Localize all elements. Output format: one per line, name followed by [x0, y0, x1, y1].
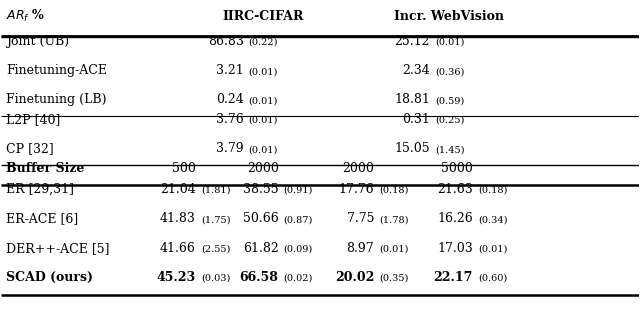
Text: (0.01): (0.01) — [248, 96, 278, 106]
Text: 41.83: 41.83 — [160, 212, 196, 225]
Text: 25.12: 25.12 — [394, 35, 430, 48]
Text: DER++-ACE [5]: DER++-ACE [5] — [6, 242, 109, 255]
Text: (0.25): (0.25) — [435, 116, 465, 125]
Text: 7.75: 7.75 — [347, 212, 374, 225]
Text: 50.66: 50.66 — [243, 212, 278, 225]
Text: CP [32]: CP [32] — [6, 142, 54, 155]
Text: ER-ACE [6]: ER-ACE [6] — [6, 212, 78, 225]
Text: 2.34: 2.34 — [402, 64, 430, 77]
Text: (0.59): (0.59) — [435, 96, 464, 106]
Text: (0.36): (0.36) — [435, 67, 465, 76]
Text: 20.02: 20.02 — [335, 271, 374, 284]
Text: 500: 500 — [172, 162, 196, 175]
Text: 21.63: 21.63 — [437, 183, 473, 196]
Text: (0.01): (0.01) — [248, 145, 278, 154]
Text: 5000: 5000 — [441, 162, 473, 175]
Text: (0.01): (0.01) — [248, 116, 278, 125]
Text: 66.58: 66.58 — [240, 271, 278, 284]
Text: 16.26: 16.26 — [437, 212, 473, 225]
Text: Finetuning-ACE: Finetuning-ACE — [6, 64, 107, 77]
Text: 17.03: 17.03 — [437, 242, 473, 255]
Text: (0.01): (0.01) — [435, 38, 465, 47]
Text: 38.55: 38.55 — [243, 183, 278, 196]
Text: 3.79: 3.79 — [216, 142, 244, 155]
Text: 41.66: 41.66 — [160, 242, 196, 255]
Text: IIRC-CIFAR: IIRC-CIFAR — [222, 10, 303, 23]
Text: 8.97: 8.97 — [346, 242, 374, 255]
Text: 2000: 2000 — [342, 162, 374, 175]
Text: (0.87): (0.87) — [284, 215, 313, 224]
Text: 22.17: 22.17 — [433, 271, 473, 284]
Text: 86.83: 86.83 — [207, 35, 244, 48]
Text: (0.60): (0.60) — [478, 274, 508, 283]
Text: (0.09): (0.09) — [284, 245, 313, 254]
Text: (0.91): (0.91) — [284, 186, 313, 195]
Text: (0.22): (0.22) — [248, 38, 278, 47]
Text: SCAD (ours): SCAD (ours) — [6, 271, 93, 284]
Text: 21.04: 21.04 — [160, 183, 196, 196]
Text: Incr. WebVision: Incr. WebVision — [394, 10, 504, 23]
Text: L2P [40]: L2P [40] — [6, 113, 60, 126]
Text: 45.23: 45.23 — [157, 271, 196, 284]
Text: 3.21: 3.21 — [216, 64, 244, 77]
Text: (0.01): (0.01) — [380, 245, 408, 254]
Text: 15.05: 15.05 — [394, 142, 430, 155]
Text: (1.81): (1.81) — [201, 186, 230, 195]
Text: (1.75): (1.75) — [201, 215, 230, 224]
Text: 18.81: 18.81 — [394, 93, 430, 107]
Text: Finetuning (LB): Finetuning (LB) — [6, 93, 106, 107]
Text: (0.01): (0.01) — [248, 67, 278, 76]
Text: $\mathit{AR_f}$ %: $\mathit{AR_f}$ % — [6, 8, 45, 24]
Text: (0.35): (0.35) — [380, 274, 408, 283]
Text: (2.55): (2.55) — [201, 245, 230, 254]
Text: (1.45): (1.45) — [435, 145, 465, 154]
Text: 0.31: 0.31 — [402, 113, 430, 126]
Text: (0.34): (0.34) — [478, 215, 508, 224]
Text: (1.78): (1.78) — [380, 215, 409, 224]
Text: 3.76: 3.76 — [216, 113, 244, 126]
Text: (0.02): (0.02) — [284, 274, 313, 283]
Text: (0.18): (0.18) — [478, 186, 508, 195]
Text: (0.01): (0.01) — [478, 245, 508, 254]
Text: Joint (UB): Joint (UB) — [6, 35, 69, 48]
Text: Buffer Size: Buffer Size — [6, 162, 84, 175]
Text: (0.18): (0.18) — [380, 186, 408, 195]
Text: 0.24: 0.24 — [216, 93, 244, 107]
Text: ER [29,31]: ER [29,31] — [6, 183, 74, 196]
Text: 2000: 2000 — [246, 162, 278, 175]
Text: 61.82: 61.82 — [243, 242, 278, 255]
Text: 17.76: 17.76 — [339, 183, 374, 196]
Text: (0.03): (0.03) — [201, 274, 230, 283]
